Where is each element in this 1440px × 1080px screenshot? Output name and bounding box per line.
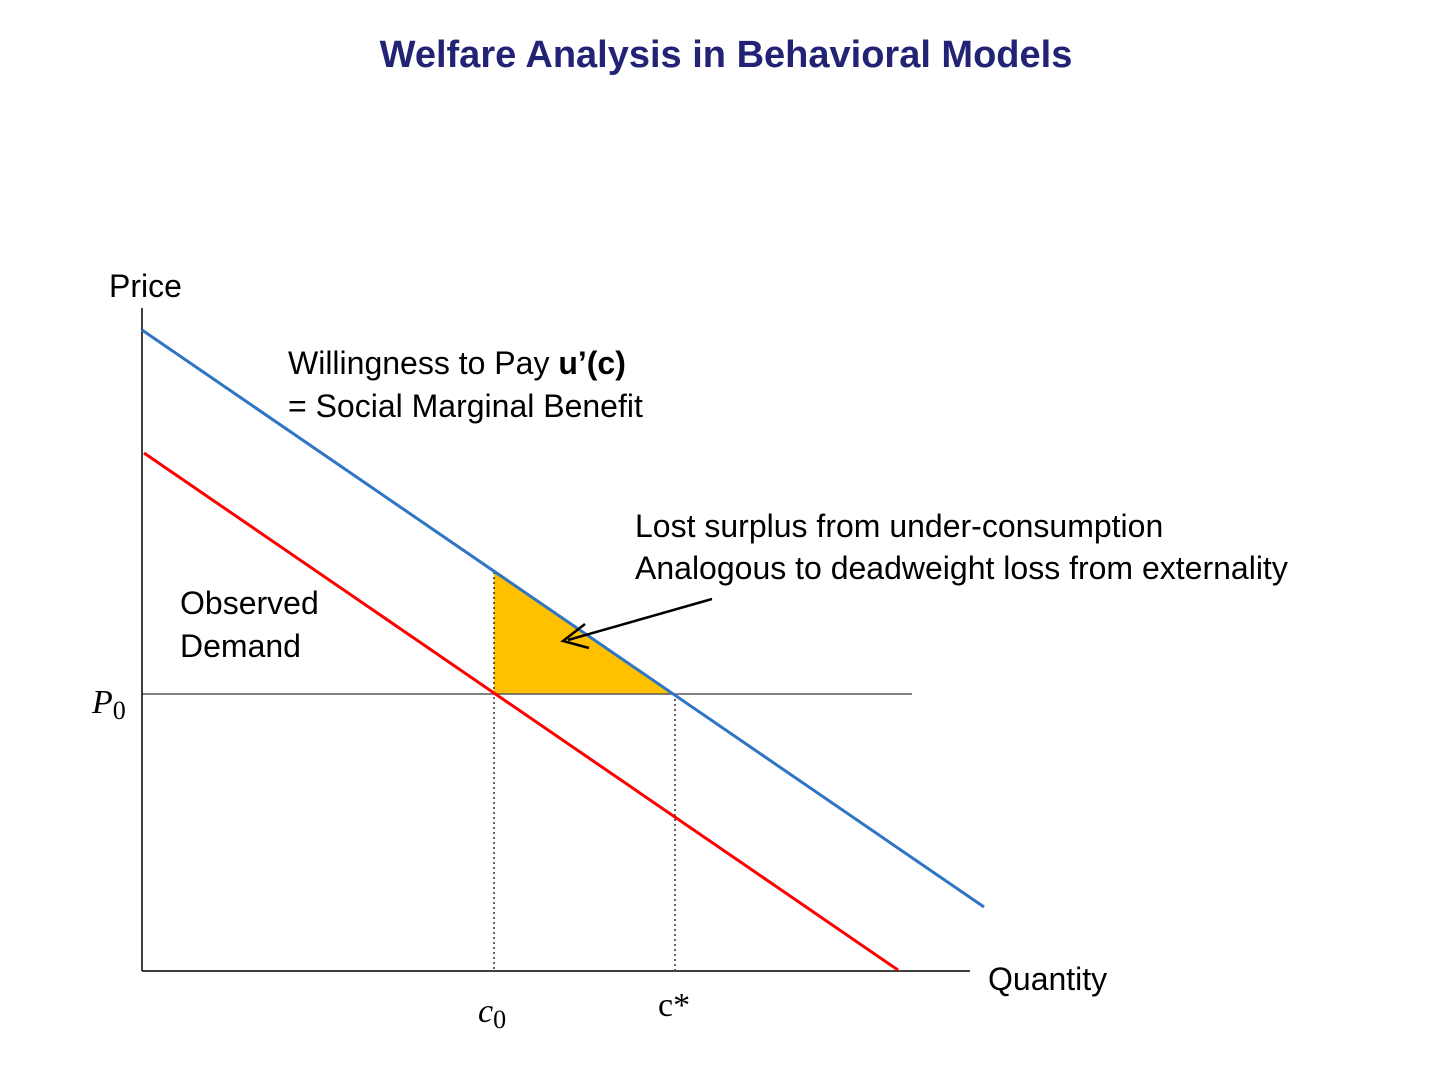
y-axis-label: Price (109, 268, 182, 304)
arrow-head-icon (560, 623, 590, 650)
c0-label: c0 (478, 993, 506, 1034)
annotation-arrow (567, 597, 713, 642)
slide-title: Welfare Analysis in Behavioral Models (379, 34, 1073, 76)
wtp-label: Willingness to Pay u’(c) (288, 345, 626, 381)
price-label: P0 (91, 684, 126, 725)
wtp-label-prefix: Willingness to Pay (288, 345, 558, 381)
smb-label: = Social Marginal Benefit (288, 388, 643, 424)
demand-line (143, 451, 899, 972)
lost-surplus-line2: Analogous to deadweight loss from extern… (635, 550, 1288, 586)
demand-label-line2: Demand (180, 628, 301, 664)
c0-label-sub: 0 (493, 1005, 506, 1034)
wtp-label-bold: u’(c) (558, 345, 626, 381)
lost-surplus-line1: Lost surplus from under-consumption (635, 508, 1163, 544)
price-label-main: P (91, 684, 113, 721)
cstar-label: c* (658, 987, 690, 1024)
wtp-line (141, 328, 985, 909)
price-label-sub: 0 (113, 696, 126, 725)
x-axis-label: Quantity (988, 961, 1107, 997)
c0-label-main: c (478, 993, 493, 1030)
demand-label-line1: Observed (180, 585, 319, 621)
